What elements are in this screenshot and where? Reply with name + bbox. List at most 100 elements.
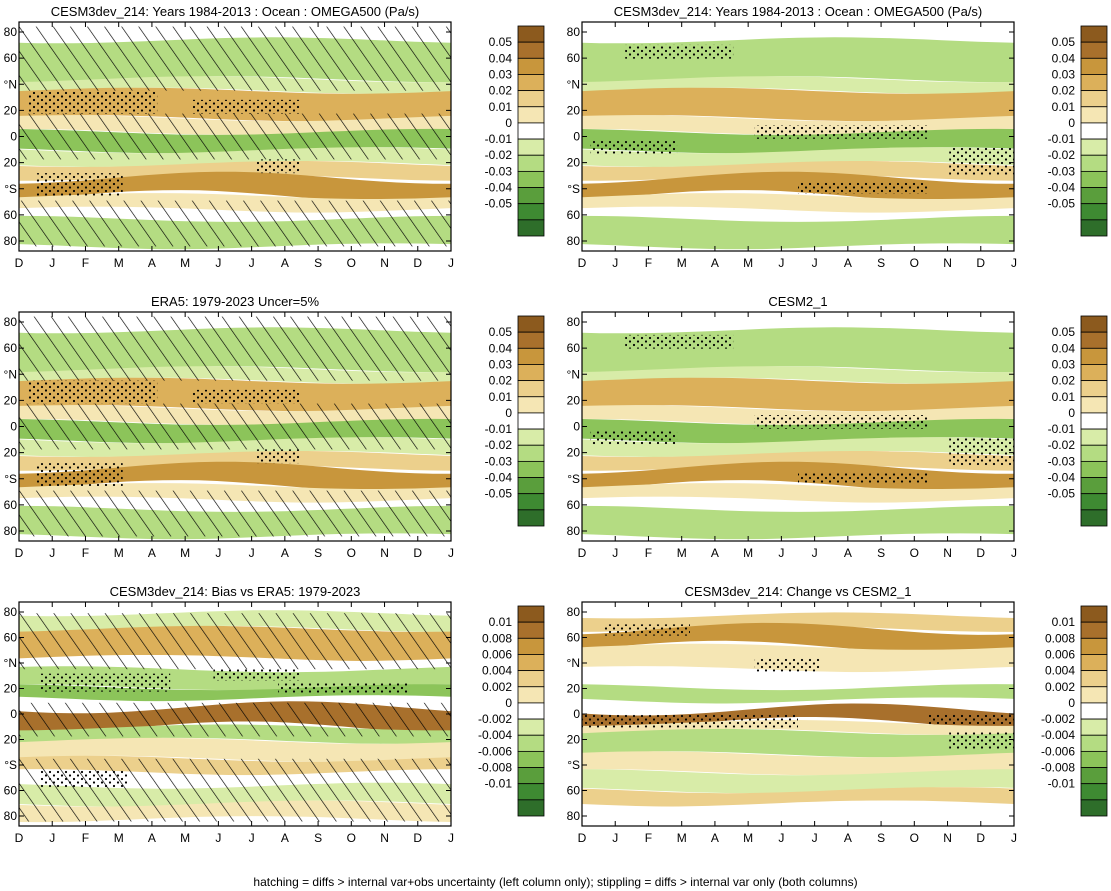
colorbar-label: 0.01: [1052, 390, 1076, 404]
contour-band: [582, 37, 1014, 83]
colorbar-label: 0.01: [1052, 100, 1076, 114]
stipple-region: [590, 141, 678, 155]
x-tick-label: A: [844, 256, 852, 270]
x-tick-label: J: [812, 256, 818, 270]
colorbar-label: 0.004: [1045, 664, 1075, 678]
x-tick-label: O: [910, 546, 919, 560]
x-tick-label: M: [677, 831, 687, 845]
colorbar-label: 0.01: [489, 100, 513, 114]
y-tick-label: °S: [4, 472, 17, 486]
x-tick-label: J: [1011, 546, 1017, 560]
x-tick-label: J: [612, 831, 618, 845]
y-tick-label: 60: [4, 51, 18, 65]
colorbar-label: -0.02: [1048, 438, 1076, 452]
x-tick-label: N: [380, 256, 389, 270]
x-tick-label: D: [578, 831, 587, 845]
x-tick-label: M: [677, 546, 687, 560]
hatch-region: [19, 26, 451, 91]
x-tick-label: J: [215, 831, 221, 845]
y-tick-label: 80: [4, 524, 18, 538]
y-tick-label: 20: [4, 733, 18, 747]
y-tick-label: 20: [4, 393, 18, 407]
panel-title: CESM3dev_214: Years 1984-2013 : Ocean : …: [51, 4, 420, 19]
x-tick-label: O: [347, 831, 356, 845]
colorbar-swatch: [1080, 187, 1108, 205]
colorbar-swatch: [1080, 509, 1108, 527]
colorbar-swatch: [517, 57, 545, 75]
contour-band: [582, 437, 1014, 457]
colorbar-label: -0.05: [485, 487, 513, 501]
stipple-region: [949, 147, 1014, 176]
x-tick-label: J: [249, 256, 255, 270]
colorbar-swatch: [517, 686, 545, 704]
colorbar-label: 0: [505, 696, 512, 710]
contour-band: [582, 161, 1014, 181]
x-tick-label: F: [645, 256, 652, 270]
x-tick-label: M: [743, 546, 753, 560]
colorbar-swatch: [1080, 347, 1108, 365]
colorbar-swatch: [1080, 783, 1108, 801]
x-tick-label: S: [314, 546, 322, 560]
colorbar-label: -0.004: [1041, 728, 1075, 742]
colorbar-swatch: [1080, 74, 1108, 92]
contour-band: [19, 461, 451, 492]
x-tick-label: J: [448, 256, 454, 270]
colorbar-swatch: [517, 509, 545, 527]
x-tick-label: M: [114, 831, 124, 845]
stipple-region: [949, 731, 1014, 750]
contour-band: [582, 193, 1014, 213]
contour-band: [19, 161, 451, 181]
x-tick-label: O: [910, 256, 919, 270]
contour-band: [582, 87, 1014, 122]
stipple-region: [949, 437, 1014, 466]
contour-band: [582, 728, 1014, 758]
y-tick-label: 20: [567, 156, 581, 170]
colorbar: 0.05 0.04 0.03 0.02 0.01 0 -0.01 -0.02 -0.03 -0.0…: [485, 25, 545, 237]
colorbar-swatch: [1080, 154, 1108, 172]
colorbar-swatch: [1080, 767, 1108, 785]
colorbar-swatch: [517, 702, 545, 720]
colorbar-label: 0: [1068, 406, 1075, 420]
y-tick-label: 60: [4, 784, 18, 798]
colorbar-swatch: [1080, 750, 1108, 768]
colorbar-label: 0.03: [489, 67, 513, 81]
colorbar-label: 0: [1068, 696, 1075, 710]
colorbar-swatch: [517, 219, 545, 237]
x-tick-label: F: [645, 831, 652, 845]
hatch-region: [19, 113, 451, 160]
colorbar-label: -0.004: [478, 728, 512, 742]
colorbar-label: -0.03: [485, 164, 513, 178]
x-tick-label: M: [114, 256, 124, 270]
y-tick-label: °N: [4, 656, 17, 670]
x-tick-label: D: [413, 546, 422, 560]
x-tick-label: M: [677, 256, 687, 270]
contour-band: [582, 19, 1014, 44]
colorbar-label: 0.05: [1052, 325, 1076, 339]
y-tick-label: 60: [4, 341, 18, 355]
colorbar-swatch: [517, 396, 545, 414]
y-tick-label: °N: [4, 367, 17, 381]
colorbar-label: 0.006: [482, 647, 512, 661]
x-tick-label: S: [877, 256, 885, 270]
stipple-region: [36, 173, 123, 197]
contour-band: [582, 215, 1014, 250]
contour-band: [582, 684, 1014, 704]
stipple-region: [582, 714, 798, 728]
colorbar-label: 0.006: [1045, 647, 1075, 661]
colorbar-label: -0.002: [1041, 712, 1075, 726]
y-tick-label: 20: [567, 733, 581, 747]
y-tick-label: °N: [567, 367, 580, 381]
hatch-region: [19, 403, 451, 450]
colorbar-swatch: [1080, 90, 1108, 108]
colorbar-label: 0.04: [1052, 341, 1076, 355]
contour-band: [582, 76, 1014, 94]
hatch-region: [19, 758, 451, 822]
y-tick-label: 80: [567, 315, 581, 329]
colorbar-swatch: [517, 767, 545, 785]
x-tick-label: A: [711, 546, 719, 560]
y-tick-label: 80: [4, 605, 18, 619]
x-tick-label: J: [1011, 831, 1017, 845]
colorbar-swatch: [1080, 637, 1108, 655]
colorbar-label: -0.006: [1041, 744, 1075, 758]
colorbar-swatch: [517, 783, 545, 801]
